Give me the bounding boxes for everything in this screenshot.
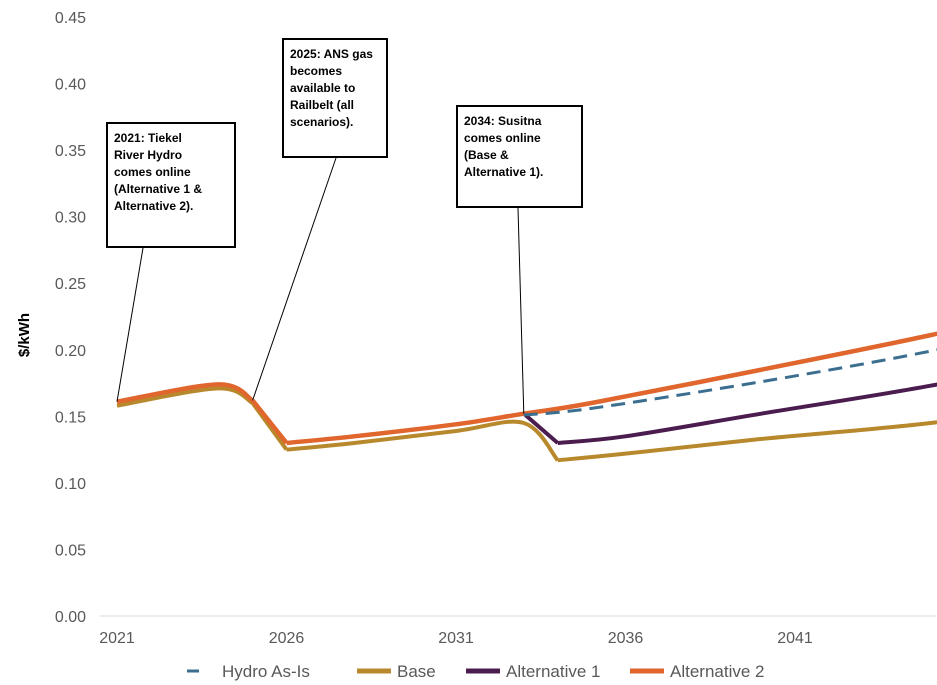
y-tick-label: 0.40 [55,77,86,94]
y-tick-label: 0.30 [55,210,86,227]
legend: Hydro As-Is Base Alternative 1 Alternative … [187,662,765,681]
y-tick-label: 0.15 [55,409,86,426]
series-layer [116,331,937,463]
y-tick-label: 0.10 [55,476,86,493]
y-tick-label: 0.45 [55,10,86,27]
y-tick-label: 0.00 [55,609,86,626]
y-tick-label: 0.35 [55,143,86,160]
x-tick-label: 2021 [99,630,135,647]
annotation-tiekel-river-hydro: 2021: Tiekel River Hydro comes online (A… [106,122,236,248]
legend-label: Alternative 2 [670,662,765,681]
legend-label: Hydro As-Is [222,662,310,681]
annotation-ans-gas: 2025: ANS gas becomes available to Railb… [282,38,388,158]
x-tick-label: 2036 [608,630,644,647]
annotation-susitna: 2034: Susitna comes online (Base & Alter… [456,105,583,208]
x-axis-ticks: 2021202620312036204120462051205620612066 [99,630,813,647]
annotation-connectors [116,157,525,414]
x-tick-label: 2031 [438,630,474,647]
y-axis-ticks: 0.00 0.05 0.10 0.15 0.20 0.25 0.30 0.35 0.40 0.45 [55,10,86,626]
y-tick-label: 0.20 [55,343,86,360]
y-tick-label: 0.25 [55,276,86,293]
series-line-alternative-2 [116,331,937,446]
annotation-connector [116,247,144,402]
series-line-hydro-as-is [523,348,937,417]
annotation-connector [252,157,337,401]
x-tick-label: 2026 [269,630,305,647]
legend-label: Alternative 1 [506,662,601,681]
series-line-alternative-1 [522,382,937,445]
legend-label: Base [397,662,436,681]
y-tick-label: 0.05 [55,542,86,559]
x-tick-label: 2041 [777,630,813,647]
series-line-base [116,386,937,463]
y-axis-label: $/kWh [16,313,33,357]
annotation-connector [517,207,525,414]
